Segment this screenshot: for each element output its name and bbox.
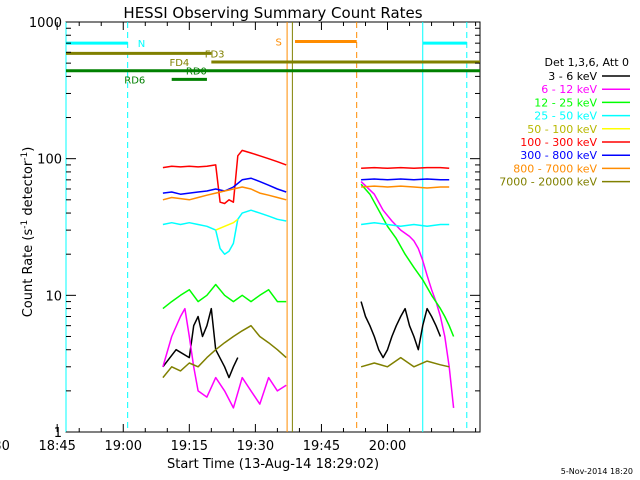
y-tick-label: 1 [54,426,62,441]
y-axis-label: Count Rate (s-1 detector-1) [20,147,36,318]
legend-entry-label: 800 - 7000 keV [513,162,597,175]
x-tick-label: 19:00 [105,439,142,454]
series-line [162,324,287,379]
legend-entry-label: 300 - 800 keV [520,149,597,162]
y-axis: 1 10 100 1000 [29,16,480,441]
series-line [361,166,450,170]
series-line [360,183,455,337]
series-line [162,307,287,409]
legend-header: Det 1,3,6, Att 0 [545,56,629,69]
y-tick-label: 1000 [29,16,62,31]
chart-title: HESSI Observing Summary Count Rates [123,4,422,22]
state-marker-label: RD0 [186,67,207,78]
series-line [162,307,239,379]
x-axis-label: Start Time (13-Aug-14 18:29:02) [167,457,379,472]
legend-entry-label: 50 - 100 keV [527,123,597,136]
series-line [162,186,287,201]
y-tick-label: 100 [37,153,62,168]
series-line [360,301,442,359]
x-tick-label: 18:45 [38,439,75,454]
state-marker-label: RD6 [124,75,145,86]
series-line [361,185,450,189]
legend-entry-label: 100 - 300 keV [520,136,597,149]
legend-entry-label: 12 - 25 keV [534,96,597,109]
series-line [361,178,450,181]
series-line [360,181,455,408]
y-tick-label: 10 [45,289,62,304]
x-tick-label: 18:30 [0,439,10,454]
series-line [162,209,287,255]
legend-entry-label: 25 - 50 keV [534,110,597,123]
x-tick-label: 19:30 [237,439,274,454]
state-marker-label: N [138,39,145,50]
x-axis: 18:30 18:45 19:00 19:15 19:30 19:45 20:00 [0,22,477,454]
x-tick-label: 19:15 [171,439,208,454]
series-line [215,218,239,231]
series-line [360,221,450,228]
series-line [162,283,287,310]
legend-entry-label: 6 - 12 keV [541,83,597,96]
x-tick-label: 20:00 [369,439,406,454]
series-line [162,149,287,205]
state-marker-label: FD3 [205,49,225,60]
date-stamp: 5-Nov-2014 18:20 [561,467,633,476]
x-tick-label: 19:45 [303,439,340,454]
legend-entry-label: 3 - 6 keV [548,70,597,83]
state-marker-label: S [275,37,281,48]
legend-entry-label: 7000 - 20000 keV [499,176,597,189]
series-line [360,356,450,368]
state-marker-label: FD4 [169,58,189,69]
series-line [162,177,287,195]
